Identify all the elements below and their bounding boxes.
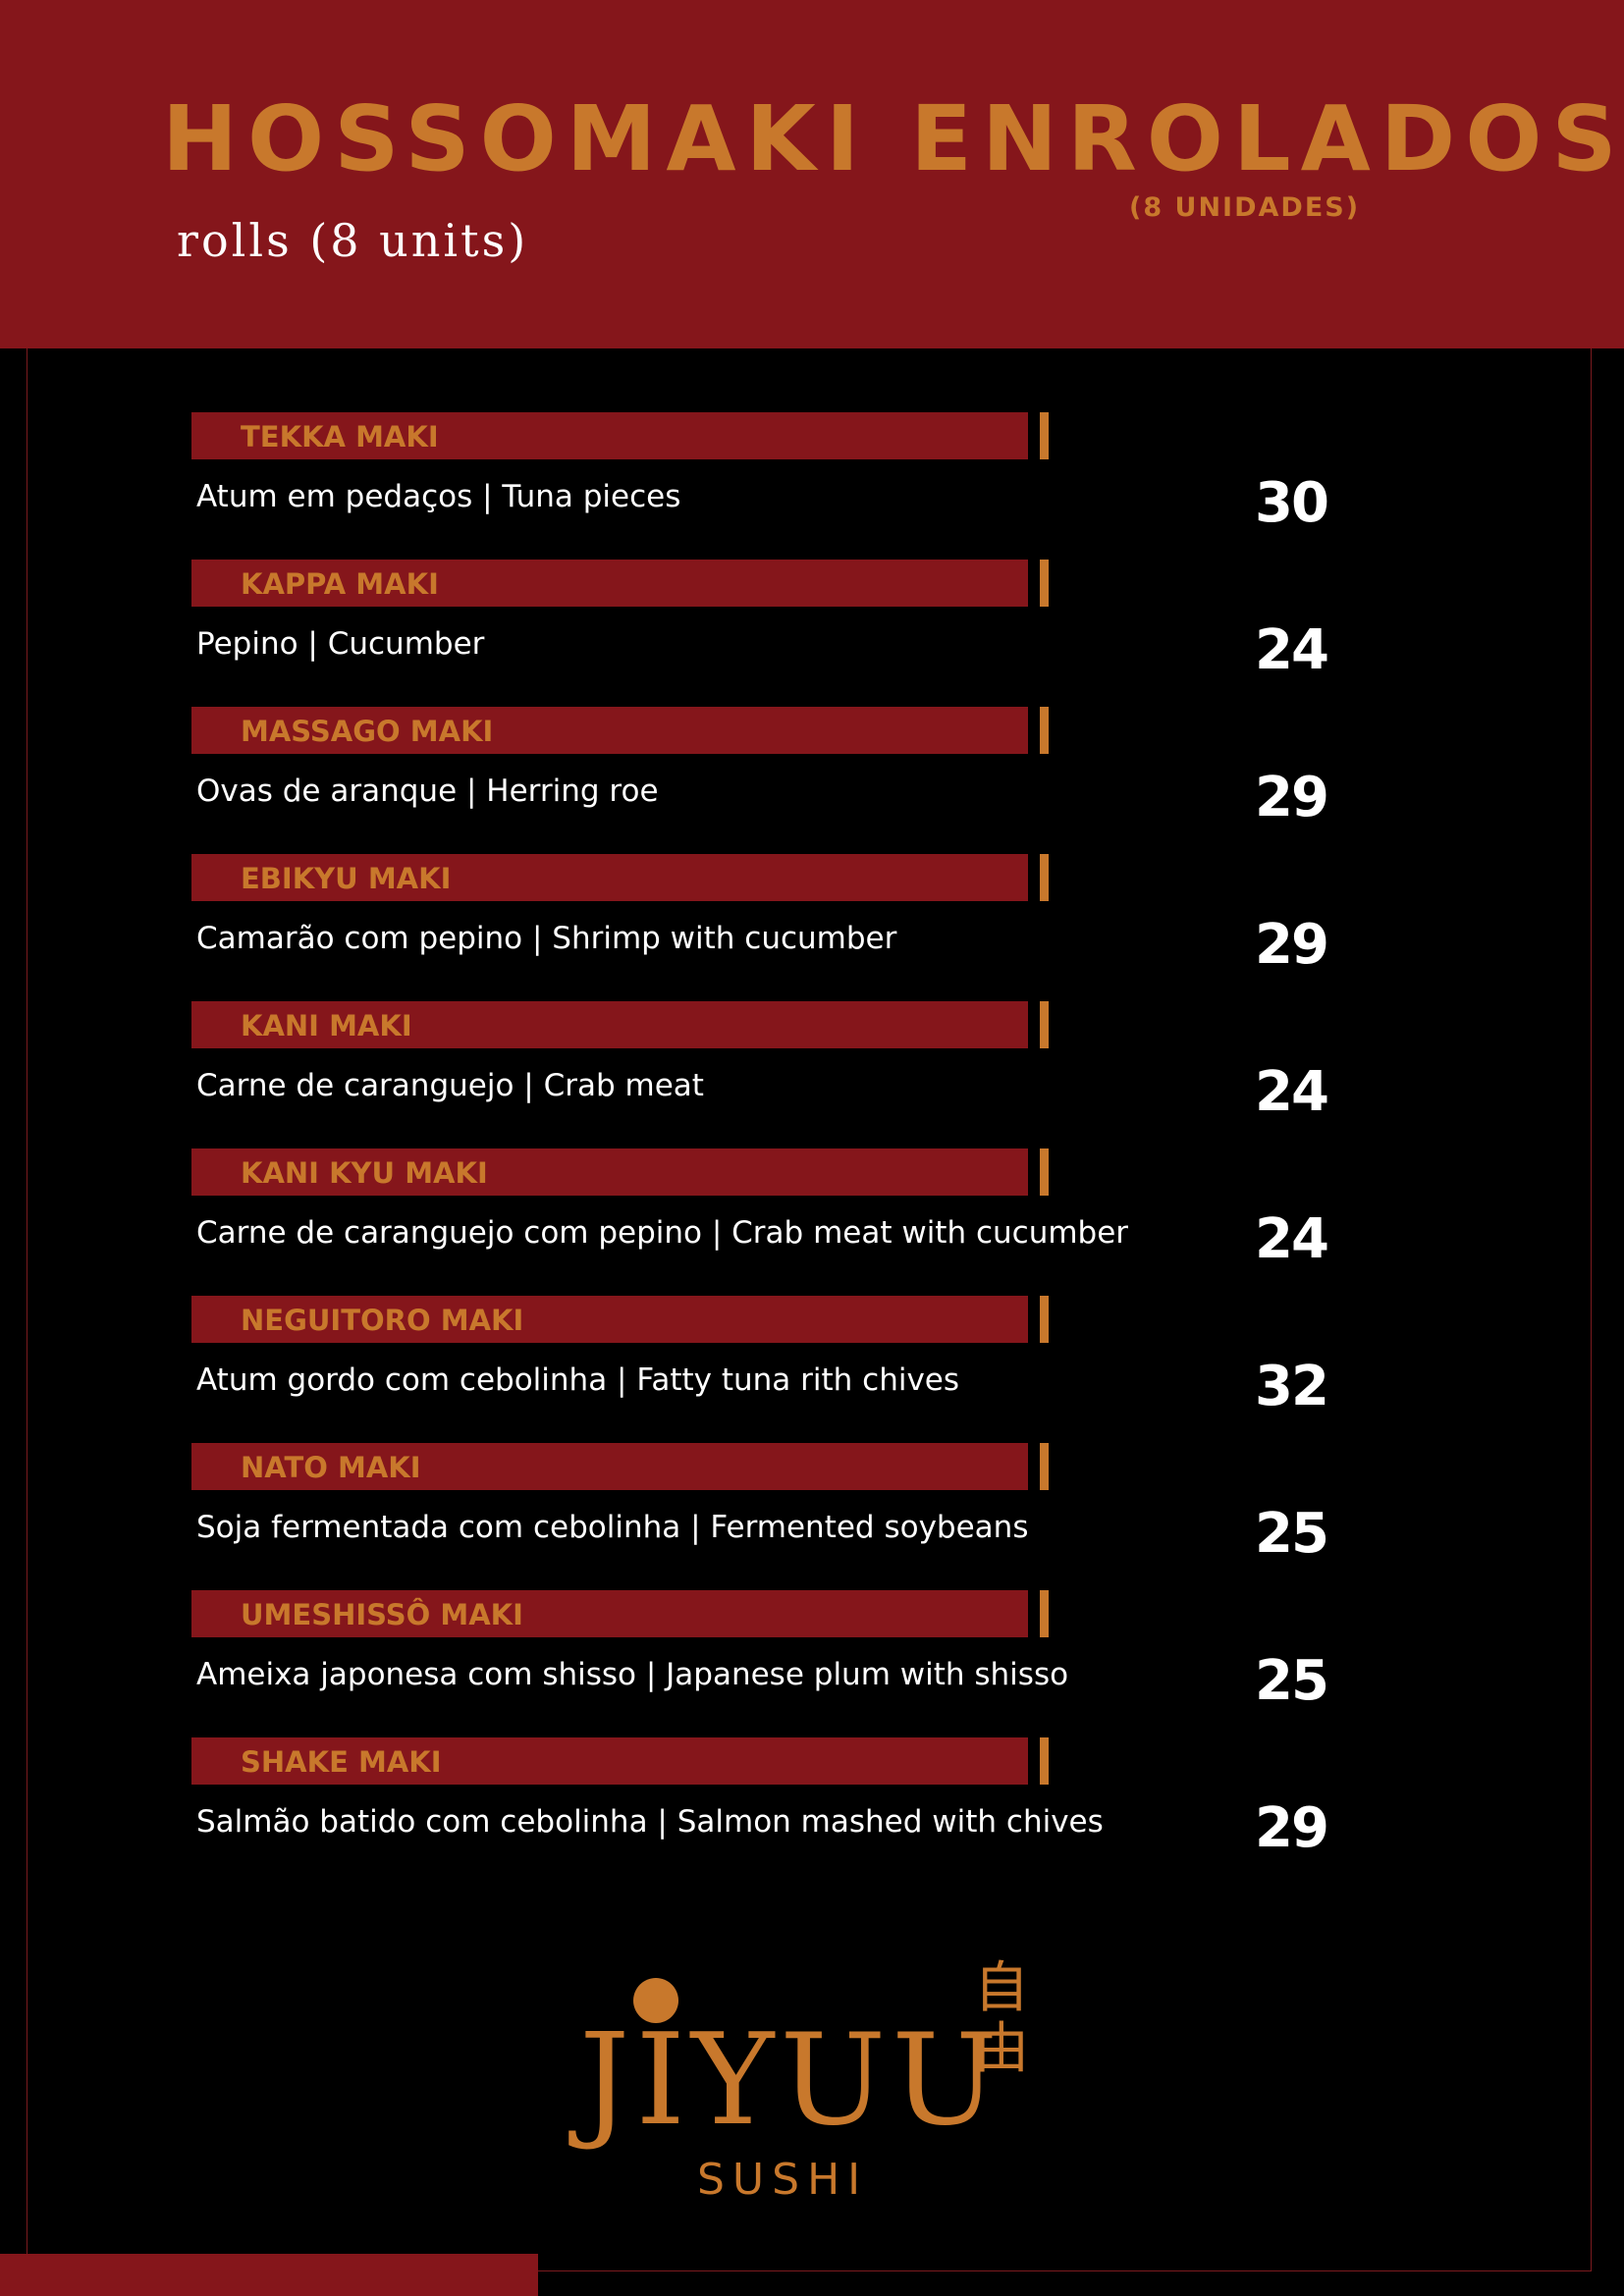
- content-frame: [27, 348, 1592, 2271]
- item-description: Atum em pedaços | Tuna pieces: [196, 479, 681, 514]
- logo-dot: [633, 1978, 678, 2023]
- item-description: Soja fermentada com cebolinha | Fermente…: [196, 1510, 1029, 1545]
- item-name: EBIKYU MAKI: [241, 862, 452, 895]
- menu-item: MASSAGO MAKI Ovas de aranque | Herring ro…: [191, 707, 1330, 854]
- item-name: MASSAGO MAKI: [241, 715, 494, 748]
- item-description: Salmão batido com cebolinha | Salmon mas…: [196, 1804, 1104, 1840]
- item-price: 29: [1255, 766, 1329, 829]
- item-accent-mark: [1040, 1737, 1049, 1785]
- menu-item: TEKKA MAKI Atum em pedaços | Tuna pieces 3…: [191, 412, 1330, 560]
- page-subtitle: rolls (8 units): [177, 214, 529, 267]
- item-price: 29: [1255, 913, 1329, 977]
- item-name-band: EBIKYU MAKI: [191, 854, 1028, 901]
- item-price: 24: [1255, 618, 1329, 682]
- brand-logo: JIYUU SUSHI 自由: [579, 1958, 1041, 2214]
- item-accent-mark: [1040, 1001, 1049, 1048]
- item-description: Camarão com pepino | Shrimp with cucumbe…: [196, 921, 897, 956]
- item-price: 25: [1255, 1502, 1329, 1566]
- item-description: Ovas de aranque | Herring roe: [196, 774, 659, 809]
- item-price: 29: [1255, 1796, 1329, 1860]
- item-description: Atum gordo com cebolinha | Fatty tuna ri…: [196, 1362, 960, 1398]
- menu-item: SHAKE MAKI Salmão batido com cebolinha | …: [191, 1737, 1330, 1885]
- menu-item: NEGUITORO MAKI Atum gordo com cebolinha |…: [191, 1296, 1330, 1443]
- item-name-band: KAPPA MAKI: [191, 560, 1028, 607]
- footer-band: [0, 2254, 538, 2296]
- item-price: 25: [1255, 1649, 1329, 1713]
- menu-item: KANI KYU MAKI Carne de caranguejo com pep…: [191, 1148, 1330, 1296]
- item-name: KANI MAKI: [241, 1009, 412, 1042]
- item-name-band: NEGUITORO MAKI: [191, 1296, 1028, 1343]
- item-accent-mark: [1040, 854, 1049, 901]
- header-band: HOSSOMAKI ENROLADOS (8 UNIDADES) rolls (…: [0, 0, 1624, 348]
- item-description: Carne de caranguejo com pepino | Crab me…: [196, 1215, 1129, 1251]
- title-units: (8 UNIDADES): [1129, 192, 1361, 223]
- item-name-band: UMESHISSÔ MAKI: [191, 1590, 1028, 1637]
- item-accent-mark: [1040, 412, 1049, 459]
- item-description: Pepino | Cucumber: [196, 626, 485, 662]
- item-name-band: TEKKA MAKI: [191, 412, 1028, 459]
- item-name: KANI KYU MAKI: [241, 1156, 488, 1190]
- logo-kanji: 自由: [974, 1956, 1029, 2081]
- menu-item: UMESHISSÔ MAKI Ameixa japonesa com shisso…: [191, 1590, 1330, 1737]
- item-accent-mark: [1040, 1443, 1049, 1490]
- logo-wordmark: JIYUU: [579, 2007, 1004, 2154]
- menu-item: NATO MAKI Soja fermentada com cebolinha |…: [191, 1443, 1330, 1590]
- item-price: 24: [1255, 1207, 1329, 1271]
- item-accent-mark: [1040, 1296, 1049, 1343]
- item-name: TEKKA MAKI: [241, 420, 439, 454]
- item-accent-mark: [1040, 560, 1049, 607]
- item-name-band: KANI KYU MAKI: [191, 1148, 1028, 1196]
- item-name: UMESHISSÔ MAKI: [241, 1598, 523, 1631]
- menu-item: KAPPA MAKI Pepino | Cucumber 24: [191, 560, 1330, 707]
- item-name-band: KANI MAKI: [191, 1001, 1028, 1048]
- item-accent-mark: [1040, 1590, 1049, 1637]
- item-description: Carne de caranguejo | Crab meat: [196, 1068, 704, 1103]
- item-name: NEGUITORO MAKI: [241, 1304, 524, 1337]
- item-name-band: SHAKE MAKI: [191, 1737, 1028, 1785]
- item-name: KAPPA MAKI: [241, 567, 439, 601]
- item-name-band: NATO MAKI: [191, 1443, 1028, 1490]
- page-title: HOSSOMAKI ENROLADOS: [162, 86, 1624, 191]
- item-description: Ameixa japonesa com shisso | Japanese pl…: [196, 1657, 1069, 1692]
- item-price: 32: [1255, 1355, 1329, 1418]
- item-name-band: MASSAGO MAKI: [191, 707, 1028, 754]
- item-price: 30: [1255, 471, 1329, 535]
- logo-subtitle: SUSHI: [697, 2155, 869, 2205]
- item-name: SHAKE MAKI: [241, 1745, 442, 1779]
- item-accent-mark: [1040, 707, 1049, 754]
- menu-item: KANI MAKI Carne de caranguejo | Crab meat…: [191, 1001, 1330, 1148]
- item-price: 24: [1255, 1060, 1329, 1124]
- item-name: NATO MAKI: [241, 1451, 421, 1484]
- menu-item: EBIKYU MAKI Camarão com pepino | Shrimp w…: [191, 854, 1330, 1001]
- item-accent-mark: [1040, 1148, 1049, 1196]
